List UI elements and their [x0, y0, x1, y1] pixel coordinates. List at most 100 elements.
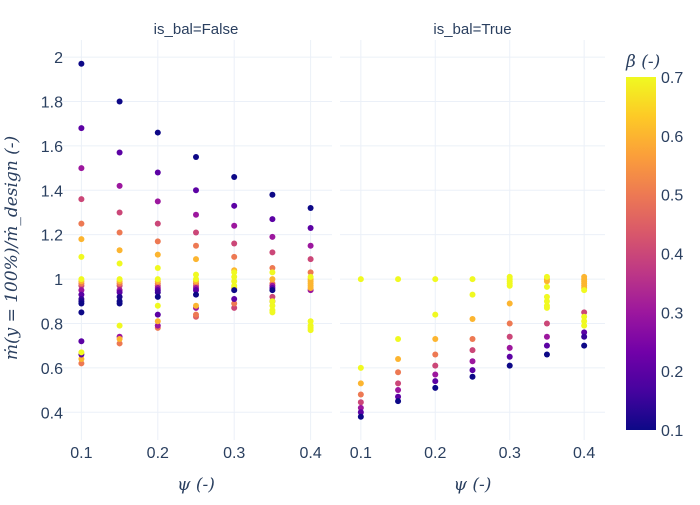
data-point [506, 282, 513, 289]
data-point [116, 247, 123, 254]
data-point [231, 296, 238, 303]
data-point [432, 362, 439, 369]
data-point [506, 333, 513, 340]
data-point [231, 278, 238, 285]
colorbar-tick-label: 0.6 [661, 129, 683, 146]
data-point [269, 269, 276, 276]
data-point [269, 233, 276, 240]
data-point [78, 125, 85, 132]
data-point [506, 362, 513, 369]
x-axis-label: ψ (-) [177, 475, 215, 495]
data-point [116, 229, 123, 236]
data-point [154, 289, 161, 296]
data-point [269, 298, 276, 305]
data-point [78, 165, 85, 172]
data-point [193, 276, 199, 283]
data-point [231, 269, 238, 276]
data-point [116, 293, 123, 300]
data-point [231, 173, 238, 180]
data-point [154, 318, 161, 325]
data-point [506, 353, 513, 360]
data-point [357, 391, 364, 398]
data-point [269, 264, 276, 271]
data-point [193, 153, 199, 160]
data-point [154, 264, 161, 271]
data-point [581, 329, 588, 336]
data-point [78, 287, 85, 294]
colorbar-tick-label: 0.1 [661, 423, 683, 440]
data-point [581, 287, 588, 294]
data-point [78, 309, 85, 316]
x-tick-label: 0.4 [573, 445, 595, 462]
data-point [78, 338, 85, 345]
data-point [269, 191, 276, 198]
data-point [506, 344, 513, 351]
data-point [395, 387, 402, 394]
data-point [193, 229, 199, 236]
data-point [357, 276, 364, 283]
x-tick-label: 0.1 [70, 445, 92, 462]
colorbar-tick-label: 0.7 [661, 70, 683, 87]
data-point [469, 336, 476, 343]
data-point [78, 360, 85, 367]
data-point [154, 293, 161, 300]
data-point [116, 276, 123, 283]
data-point [231, 273, 238, 280]
data-point [432, 276, 439, 283]
data-point [543, 298, 550, 305]
data-point [395, 380, 402, 387]
data-point [395, 355, 402, 362]
data-point [506, 300, 513, 307]
facet-title: is_bal=False [154, 21, 239, 38]
y-tick-label: 1.4 [41, 183, 63, 200]
y-tick-label: 0.4 [41, 405, 63, 422]
data-point [307, 327, 314, 334]
data-point [78, 236, 85, 243]
data-point [307, 205, 314, 212]
data-point [269, 276, 276, 283]
data-point [469, 316, 476, 323]
data-point [78, 253, 85, 260]
data-point [581, 313, 588, 320]
data-point [307, 273, 314, 280]
data-point [269, 293, 276, 300]
data-point [116, 98, 123, 105]
data-point [231, 304, 238, 311]
y-tick-label: 1 [54, 272, 63, 289]
data-point [469, 358, 476, 365]
data-point [231, 253, 238, 260]
y-tick-label: 1.6 [41, 139, 63, 156]
data-point [581, 309, 588, 316]
data-point [78, 355, 85, 362]
y-axis-label: ṁ(y = 100%)/ṁ_design (-) [2, 136, 22, 360]
y-tick-label: 0.6 [41, 361, 63, 378]
colorbar-title: β (-) [625, 52, 660, 72]
facet-panel: 0.1 0.2 0.3 0.4 is_bal=False ψ (-) [60, 21, 332, 495]
data-point [395, 398, 402, 405]
data-point [307, 242, 314, 249]
data-point [543, 273, 550, 280]
facet-panel: 0.1 0.2 0.3 0.4 is_bal=True ψ (-) [340, 21, 605, 495]
data-point [357, 409, 364, 416]
colorbar-tick-label: 0.2 [661, 364, 683, 381]
data-point [193, 187, 199, 194]
data-point [154, 238, 161, 245]
data-point [116, 289, 123, 296]
x-tick-label: 0.2 [147, 445, 169, 462]
data-point [395, 276, 402, 283]
points [357, 273, 588, 420]
data-point [581, 333, 588, 340]
data-point [231, 300, 238, 307]
colorbar-tick-label: 0.5 [661, 188, 683, 205]
data-point [357, 399, 364, 406]
y-axis: 0.4 0.6 0.8 1 1.2 1.4 1.6 1.8 2 [41, 50, 63, 422]
data-point [154, 302, 161, 309]
data-point [395, 336, 402, 343]
data-point [543, 293, 550, 300]
data-point [357, 380, 364, 387]
data-point [307, 225, 314, 232]
data-point [154, 129, 161, 136]
data-point [395, 369, 402, 376]
data-point [154, 220, 161, 227]
